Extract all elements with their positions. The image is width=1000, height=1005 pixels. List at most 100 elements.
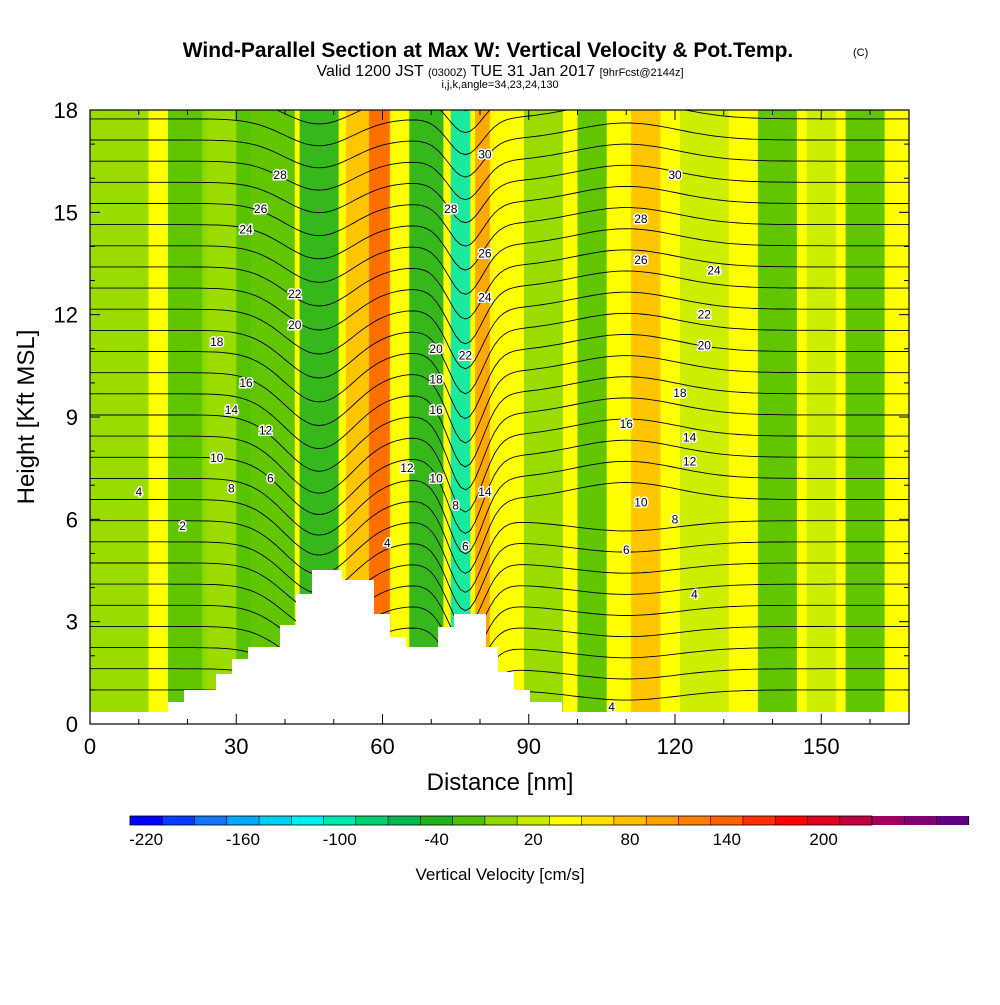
contour-label: 24: [706, 262, 723, 279]
contour-label-text: 6: [462, 540, 469, 554]
velocity-column: [679, 110, 729, 724]
theta-contour: [90, 207, 909, 271]
theta-contour: [90, 520, 909, 593]
contour-label-text: 22: [459, 349, 473, 363]
colorbar-swatch: [549, 816, 582, 825]
contour-label-text: 4: [608, 700, 615, 714]
theta-contour: [90, 541, 909, 612]
contour-label: 12: [681, 453, 698, 470]
y-axis-title: Height [Kft MSL]: [13, 330, 40, 505]
chart-subtitle: Valid 1200 JST (0300Z) TUE 31 Jan 2017 […: [316, 63, 683, 80]
contour-label: 16: [428, 402, 445, 419]
velocity-field: [90, 110, 885, 724]
contour-label-text: 10: [634, 495, 648, 509]
colorbar-swatch: [323, 816, 357, 825]
colorbar-tick-label: 80: [621, 830, 640, 849]
x-tick-label: 0: [84, 734, 96, 759]
subtitle-valid: Valid 1200 JST: [316, 63, 424, 80]
y-tick-label: 3: [66, 610, 78, 635]
colorbar-swatch: [517, 816, 550, 825]
theta-contour: [90, 334, 909, 420]
contour-label: 8: [451, 497, 461, 514]
contour-label: 4: [383, 535, 393, 552]
contour-label: 14: [477, 484, 494, 501]
contour-label: 10: [428, 470, 445, 487]
colorbar-swatch: [807, 816, 841, 825]
colorbar-title: Vertical Velocity [cm/s]: [415, 865, 584, 884]
colorbar-swatch: [420, 816, 453, 825]
theta-contour: [90, 355, 909, 444]
contour-label: 8: [670, 511, 680, 528]
y-tick-label: 0: [66, 712, 78, 737]
contour-label: 18: [209, 334, 226, 351]
contour-label: 22: [287, 286, 304, 303]
contour-label: 16: [238, 374, 255, 391]
colorbar-swatch: [355, 816, 389, 825]
velocity-column: [236, 110, 295, 724]
theta-contour: [90, 110, 909, 156]
contour-label-text: 22: [288, 287, 302, 301]
contour-label: 26: [477, 245, 494, 262]
contour-label: 28: [272, 166, 289, 183]
contour-label: 6: [461, 538, 471, 555]
contour-label-text: 20: [288, 318, 302, 332]
contour-label-text: 18: [429, 373, 443, 387]
colorbar-swatch: [162, 816, 195, 825]
x-tick-label: 120: [657, 734, 694, 759]
colorbar-swatch: [581, 816, 615, 825]
colorbar-swatch: [291, 816, 324, 825]
contour-label: 16: [618, 415, 635, 432]
theta-contour: [90, 482, 909, 575]
contour-label: 24: [477, 289, 494, 306]
contour-label: 20: [428, 340, 445, 357]
theta-contour: [90, 312, 909, 395]
contour-label: 14: [681, 429, 698, 446]
subtitle-utc: (0300Z): [428, 67, 467, 79]
colorbar-swatch: [259, 816, 292, 825]
contour-label-text: 24: [707, 263, 721, 277]
contour-label-text: 6: [267, 471, 274, 485]
theta-contours: [90, 110, 909, 724]
colorbar-swatch: [226, 816, 260, 825]
contour-label: 6: [621, 542, 631, 559]
colorbar-swatch: [194, 816, 228, 825]
contour-label-text: 6: [623, 543, 630, 557]
contour-label: 12: [399, 460, 416, 477]
contour-label-text: 8: [672, 512, 679, 526]
contour-label: 28: [633, 211, 650, 228]
contour-label: 6: [266, 470, 276, 487]
contour-label: 26: [633, 252, 650, 269]
terrain-mask: [90, 570, 909, 724]
theta-contour: [90, 647, 909, 699]
theta-contour: [90, 562, 909, 629]
contour-label-text: 28: [634, 212, 648, 226]
contour-label-text: 10: [429, 471, 443, 485]
theta-contour: [90, 460, 909, 555]
theta-contour: [90, 143, 909, 201]
contour-label-text: 30: [668, 168, 682, 182]
contour-label-text: 26: [478, 246, 492, 260]
colorbar-swatch: [452, 816, 486, 825]
contour-label-text: 18: [673, 386, 687, 400]
chart-title: Wind-Parallel Section at Max W: Vertical…: [183, 39, 794, 62]
chart-subtitle-indices: i,j,k,angle=34,23,24,130: [441, 79, 558, 91]
contour-label: 26: [252, 200, 269, 217]
colorbar-tick-label: -40: [424, 830, 449, 849]
contour-label: 22: [696, 306, 713, 323]
theta-contour: [90, 164, 909, 224]
theta-contour: [90, 228, 909, 295]
x-tick-label: 30: [224, 734, 248, 759]
colorbar-tick-label: 140: [713, 830, 741, 849]
colorbar-tick-label: 200: [809, 830, 837, 849]
contour-label-text: 10: [210, 451, 224, 465]
velocity-column: [577, 110, 607, 724]
contour-label-text: 28: [444, 202, 458, 216]
contour-label: 10: [633, 494, 650, 511]
x-tick-label: 60: [370, 734, 394, 759]
y-tick-label: 15: [54, 200, 78, 225]
colorbar-swatch: [742, 816, 776, 825]
colorbar-swatch: [904, 816, 937, 825]
contour-label-text: 12: [683, 454, 697, 468]
colorbar-tick-label: -220: [129, 830, 163, 849]
